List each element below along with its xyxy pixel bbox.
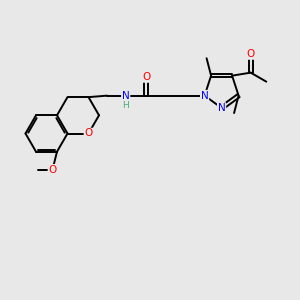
Text: H: H bbox=[122, 101, 129, 110]
Text: O: O bbox=[142, 72, 150, 82]
Text: O: O bbox=[84, 128, 93, 139]
Text: N: N bbox=[201, 91, 208, 100]
Text: O: O bbox=[247, 49, 255, 59]
Text: N: N bbox=[218, 103, 226, 113]
Text: N: N bbox=[122, 91, 130, 100]
Text: O: O bbox=[48, 165, 57, 175]
